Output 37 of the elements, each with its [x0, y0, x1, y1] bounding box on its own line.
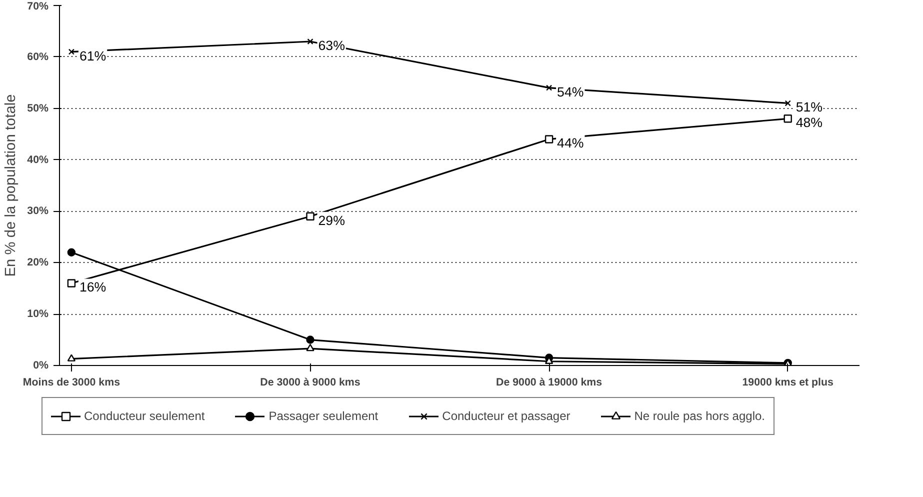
point [307, 38, 314, 45]
y-tick-label: 0% [33, 360, 50, 372]
x-tick-label: De 3000 à 9000 kms [260, 376, 360, 388]
x-tick-label: De 9000 à 19000 kms [496, 376, 602, 388]
y-tick-label: 10% [27, 308, 50, 320]
y-tick-label: 70% [27, 0, 50, 12]
point [68, 48, 75, 55]
y-tick-label: 50% [27, 102, 50, 114]
y-axis-title: En % de la population totale [3, 94, 20, 277]
data-label: 61% [79, 48, 106, 64]
data-label: 48% [796, 115, 823, 130]
data-label: 29% [318, 212, 346, 228]
y-tick-label: 40% [27, 154, 50, 166]
point [784, 114, 792, 123]
data-label: 44% [557, 136, 584, 151]
data-label: 51% [796, 100, 823, 115]
y-tick-label: 20% [27, 256, 50, 269]
x-tick-label: 19000 kms et plus [742, 376, 834, 388]
legend-label: Ne roule pas hors agglo. [634, 409, 765, 423]
legend-label: Conducteur seulement [84, 409, 205, 423]
data-label: 16% [79, 280, 106, 295]
point [784, 100, 791, 106]
point [67, 279, 76, 288]
point [546, 84, 552, 91]
y-tick-label: 30% [27, 205, 50, 218]
data-label: 54% [557, 84, 584, 100]
point [544, 135, 554, 144]
point [67, 248, 76, 256]
data-label: 63% [318, 38, 346, 53]
point [67, 354, 76, 362]
legend-label: Conducteur et passager [442, 409, 570, 423]
point [306, 344, 314, 352]
y-tick-label: 60% [27, 50, 50, 63]
point [306, 212, 314, 220]
legend-label: Passager seulement [268, 409, 378, 423]
point [306, 336, 314, 344]
x-tick-label: Moins de 3000 kms [22, 376, 120, 388]
